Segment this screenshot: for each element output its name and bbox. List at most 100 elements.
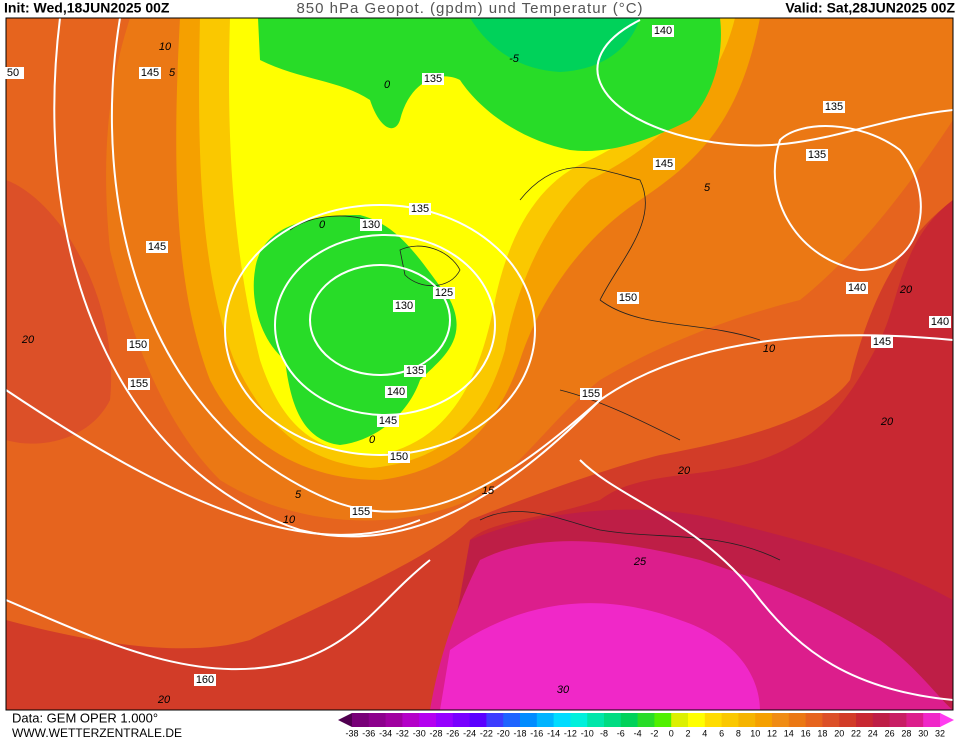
colorbar-box xyxy=(906,713,924,727)
geopotential-label-box xyxy=(652,25,674,37)
colorbar-arrow xyxy=(940,713,954,727)
geopotential-label: 155 xyxy=(582,388,600,400)
colorbar-tick-label: 28 xyxy=(901,728,911,738)
geopotential-label: 135 xyxy=(424,73,442,85)
colorbar-box xyxy=(637,713,655,727)
geopotential-label: 125 xyxy=(435,287,453,299)
colorbar-box xyxy=(620,713,639,727)
geopotential-label-box xyxy=(846,282,868,294)
temperature-label: 20 xyxy=(157,694,171,706)
colorbar-box xyxy=(805,713,823,727)
geopotential-label: 160 xyxy=(196,674,214,686)
map-frame xyxy=(5,17,954,711)
init-time: Init: Wed,18JUN2025 00Z xyxy=(4,0,170,16)
geopotential-label-box xyxy=(393,300,415,312)
geopotential-label-box xyxy=(433,287,455,299)
geopotential-label-box xyxy=(871,336,893,348)
geopotential-label-box xyxy=(194,674,216,686)
geopotential-label: 145 xyxy=(655,158,673,170)
colorbar-tick-label: -8 xyxy=(600,728,608,738)
temperature-label: 10 xyxy=(159,41,172,53)
colorbar-tick-label: 0 xyxy=(669,728,674,738)
geopotential-label-box xyxy=(404,365,426,377)
temperature-label: -5 xyxy=(509,53,520,65)
geopotential-label: 140 xyxy=(848,282,866,294)
colorbar-box xyxy=(654,713,672,727)
temperature-label: 0 xyxy=(369,434,376,446)
colorbar-tick-label: -16 xyxy=(530,728,543,738)
geopotential-label-box xyxy=(139,67,161,79)
colorbar-box xyxy=(755,713,773,727)
colorbar-box xyxy=(721,713,739,727)
colorbar-tick-label: 10 xyxy=(750,728,760,738)
colorbar-tick-label: -38 xyxy=(345,728,358,738)
website: WWW.WETTERZENTRALE.DE xyxy=(12,726,182,740)
geopotential-label: 135 xyxy=(808,149,826,161)
colorbar-tick-label: -4 xyxy=(634,728,642,738)
temperature-label: 25 xyxy=(633,556,647,568)
colorbar-tick-label: 14 xyxy=(784,728,794,738)
colorbar-box xyxy=(469,713,487,727)
colorbar-tick-label: 32 xyxy=(935,728,945,738)
temperature-label: 30 xyxy=(557,684,570,696)
temperature-label: 10 xyxy=(763,343,776,355)
geopotential-label-box xyxy=(350,506,372,518)
geopotential-label: 130 xyxy=(362,219,380,231)
map-title: 850 hPa Geopot. (gpdm) und Temperatur (°… xyxy=(296,0,643,17)
geopotential-label: 145 xyxy=(148,241,166,253)
colorbar-box xyxy=(553,713,571,727)
colorbar-box xyxy=(486,713,504,727)
colorbar-tick-label: 8 xyxy=(736,728,741,738)
colorbar-tick-label: -22 xyxy=(480,728,493,738)
geopotential-label-box xyxy=(360,219,382,231)
geopotential-label-box xyxy=(2,67,24,79)
geopotential-label-box xyxy=(653,158,675,170)
colorbar-box xyxy=(839,713,857,727)
colorbar-tick-label: 22 xyxy=(851,728,861,738)
geopotential-label-box xyxy=(385,386,407,398)
colorbar-tick-label: 26 xyxy=(885,728,895,738)
temperature-label: 20 xyxy=(677,465,691,477)
temperature-label: 5 xyxy=(704,182,711,194)
colorbar-box xyxy=(520,713,538,727)
valid-time: Valid: Sat,28JUN2025 00Z xyxy=(785,0,955,16)
colorbar-tick-label: -10 xyxy=(581,728,594,738)
colorbar-tick-label: -36 xyxy=(362,728,375,738)
colorbar-box xyxy=(822,713,840,727)
geopotential-label-box xyxy=(929,316,951,328)
geopotential-label: 145 xyxy=(141,67,159,79)
colorbar-tick-label: 24 xyxy=(868,728,878,738)
colorbar-box xyxy=(368,713,387,727)
colorbar-box xyxy=(604,713,622,727)
colorbar-box xyxy=(856,713,874,727)
geopotential-label-box xyxy=(823,101,845,113)
colorbar-box xyxy=(402,713,420,727)
geopotential-label-box xyxy=(422,73,444,85)
colorbar-arrow xyxy=(338,713,352,727)
geopotential-label: 155 xyxy=(352,506,370,518)
geopotential-label-box xyxy=(128,378,150,390)
colorbar-box xyxy=(772,713,790,727)
geopotential-label: 140 xyxy=(654,25,672,37)
colorbar-box xyxy=(889,713,907,727)
colorbar-box xyxy=(587,713,605,727)
colorbar-box xyxy=(738,713,756,727)
colorbar-tick-label: -32 xyxy=(396,728,409,738)
colorbar-tick-label: -6 xyxy=(617,728,625,738)
temperature-label: 0 xyxy=(319,219,326,231)
geopotential-label: 150 xyxy=(390,451,408,463)
colorbar-box xyxy=(788,713,807,727)
geopotential-label: 50 xyxy=(7,67,19,79)
colorbar: -38 -36 -34 -32 -30 -28 -26 -24 -22 -20 -18 -16 -14-… xyxy=(338,713,954,738)
temperature-label: 0 xyxy=(384,79,391,91)
colorbar-box xyxy=(704,713,723,727)
geopotential-label-box xyxy=(127,339,149,351)
geopotential-label-box xyxy=(617,292,639,304)
temperature-label: 20 xyxy=(880,416,894,428)
colorbar-tick-label: 2 xyxy=(685,728,690,738)
geopotential-label: 145 xyxy=(873,336,891,348)
colorbar-tick-label: -24 xyxy=(463,728,476,738)
colorbar-box xyxy=(385,713,403,727)
geopotential-label: 150 xyxy=(129,339,147,351)
temperature-label: 20 xyxy=(21,334,35,346)
